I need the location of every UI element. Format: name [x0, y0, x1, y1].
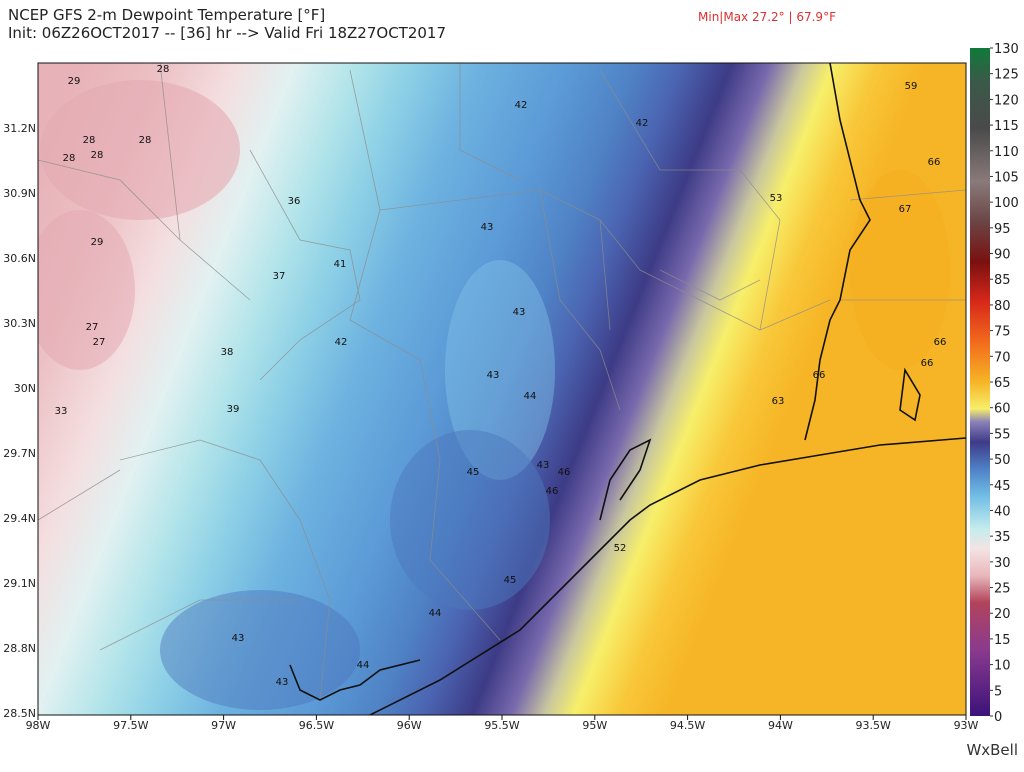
station-value: 42 — [515, 100, 528, 111]
lon-label: 93.5W — [856, 719, 891, 732]
station-value: 63 — [772, 396, 785, 407]
colorbar-label: 5 — [994, 684, 1002, 699]
colorbar-label: 15 — [994, 633, 1011, 648]
station-value: 66 — [921, 358, 934, 369]
station-value: 36 — [288, 196, 301, 207]
colorbar-label: 95 — [994, 222, 1011, 237]
station-value: 43 — [537, 460, 550, 471]
station-value: 43 — [487, 370, 500, 381]
station-value: 43 — [232, 633, 245, 644]
lat-label: 29.1N — [3, 577, 36, 590]
station-value: 43 — [481, 222, 494, 233]
station-value: 46 — [546, 486, 559, 497]
lat-label: 28.5N — [3, 707, 36, 720]
colorbar-label: 30 — [994, 556, 1011, 571]
station-value: 37 — [273, 271, 286, 282]
station-value: 43 — [276, 677, 289, 688]
station-value: 44 — [429, 608, 442, 619]
colorbar-label: 120 — [994, 93, 1019, 108]
station-value: 44 — [524, 391, 537, 402]
station-value: 66 — [813, 370, 826, 381]
station-value: 43 — [513, 307, 526, 318]
station-value: 38 — [221, 347, 234, 358]
colorbar-label: 125 — [994, 68, 1019, 83]
lat-label: 30.3N — [3, 317, 36, 330]
lat-label: 29.4N — [3, 512, 36, 525]
station-value: 33 — [55, 406, 68, 417]
station-value: 29 — [91, 237, 104, 248]
lat-label: 30.6N — [3, 252, 36, 265]
station-value: 66 — [928, 157, 941, 168]
station-value: 39 — [227, 404, 240, 415]
colorbar-label: 60 — [994, 402, 1011, 417]
station-value: 45 — [504, 575, 517, 586]
min-max: Min|Max 27.2° | 67.9°F — [698, 10, 836, 24]
station-value: 52 — [614, 543, 627, 554]
colorbar-label: 50 — [994, 453, 1011, 468]
station-value: 28 — [157, 64, 170, 75]
colorbar-label: 100 — [994, 196, 1019, 211]
lon-label: 96.5W — [299, 719, 334, 732]
colorbar-label: 40 — [994, 504, 1011, 519]
lat-label: 31.2N — [3, 122, 36, 135]
station-value: 53 — [770, 193, 783, 204]
lon-label: 95W — [582, 719, 607, 732]
lon-label: 94.5W — [670, 719, 705, 732]
colorbar-label: 10 — [994, 659, 1011, 674]
colorbar-label: 80 — [994, 299, 1011, 314]
station-value: 45 — [467, 467, 480, 478]
lon-label: 95.5W — [484, 719, 519, 732]
colorbar — [970, 48, 990, 716]
colorbar-label: 90 — [994, 248, 1011, 263]
station-value: 44 — [357, 660, 370, 671]
lon-label: 97W — [211, 719, 236, 732]
lon-label: 97.5W — [113, 719, 148, 732]
colorbar-label: 115 — [994, 119, 1019, 134]
station-value: 67 — [899, 204, 912, 215]
subtitle: Init: 06Z26OCT2017 -- [36] hr --> Valid … — [8, 24, 446, 42]
station-value: 28 — [91, 150, 104, 161]
lat-label: 28.8N — [3, 642, 36, 655]
station-value: 28 — [63, 153, 76, 164]
colorbar-label: 55 — [994, 427, 1011, 442]
map-field — [38, 63, 966, 715]
colorbar-label: 70 — [994, 350, 1011, 365]
station-value: 28 — [139, 135, 152, 146]
colorbar-label: 0 — [994, 710, 1002, 725]
colorbar-label: 45 — [994, 479, 1011, 494]
colorbar-label: 85 — [994, 273, 1011, 288]
lat-label: 30.9N — [3, 187, 36, 200]
logo: WxBell — [966, 741, 1018, 759]
colorbar-label: 75 — [994, 325, 1011, 340]
station-value: 41 — [334, 259, 347, 270]
colorbar-label: 65 — [994, 376, 1011, 391]
colorbar-label: 35 — [994, 530, 1011, 545]
colorbar-label: 25 — [994, 582, 1011, 597]
station-value: 42 — [335, 337, 348, 348]
title: NCEP GFS 2-m Dewpoint Temperature [°F] — [8, 6, 325, 24]
colorbar-label: 110 — [994, 145, 1019, 160]
colorbar-label: 130 — [994, 42, 1019, 57]
lon-label: 96W — [397, 719, 422, 732]
colorbar-label: 20 — [994, 607, 1011, 622]
station-value: 28 — [83, 135, 96, 146]
lon-label: 93W — [954, 719, 979, 732]
station-value: 29 — [68, 76, 81, 87]
lon-label: 94W — [768, 719, 793, 732]
station-value: 46 — [558, 467, 571, 478]
station-value: 59 — [905, 81, 918, 92]
station-value: 42 — [636, 118, 649, 129]
lat-label: 30N — [14, 382, 36, 395]
station-value: 27 — [86, 322, 99, 333]
lon-label: 98W — [26, 719, 51, 732]
colorbar-label: 105 — [994, 170, 1019, 185]
station-value: 27 — [93, 337, 106, 348]
station-value: 66 — [934, 337, 947, 348]
lat-label: 29.7N — [3, 447, 36, 460]
